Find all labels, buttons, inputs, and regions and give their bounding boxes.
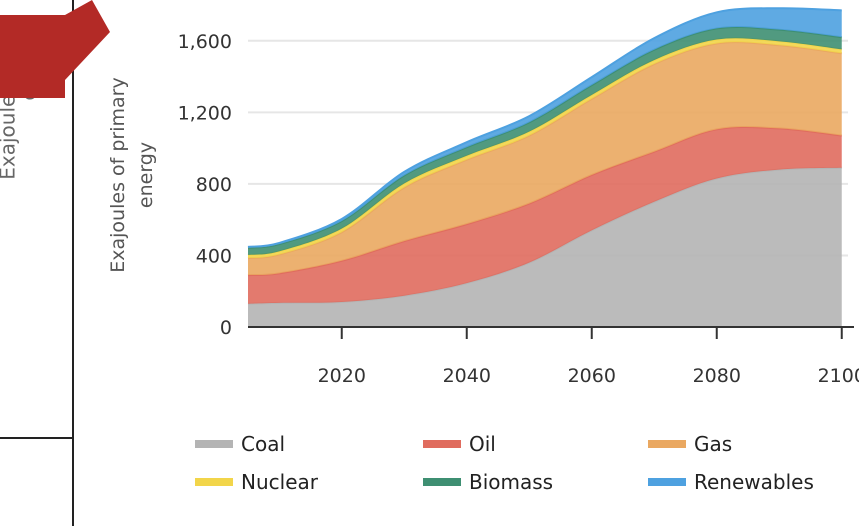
y-tick-label-1600: 1,600 bbox=[178, 31, 232, 53]
area-series bbox=[247, 7, 842, 327]
legend-swatch-oil bbox=[423, 440, 461, 448]
legend-swatch-renewables bbox=[648, 478, 686, 486]
legend-row-2: Nuclear Biomass Renewables bbox=[195, 470, 845, 508]
panel-divider-horizontal bbox=[0, 437, 73, 439]
legend-label-gas: Gas bbox=[694, 432, 733, 456]
axes bbox=[248, 326, 854, 339]
legend-swatch-nuclear bbox=[195, 478, 233, 486]
red-arrow-icon bbox=[0, 0, 110, 98]
legend-label-oil: Oil bbox=[469, 432, 496, 456]
y-tick-label-1200: 1,200 bbox=[178, 102, 232, 124]
legend-item-coal: Coal bbox=[195, 432, 285, 456]
area-gas bbox=[248, 42, 842, 276]
y-tick-label-400: 400 bbox=[196, 245, 232, 267]
x-tick-label-2080: 2080 bbox=[693, 365, 741, 387]
x-tick-label-2060: 2060 bbox=[568, 365, 616, 387]
legend-item-gas: Gas bbox=[648, 432, 732, 456]
legend-swatch-biomass bbox=[423, 478, 461, 486]
area-oil bbox=[248, 127, 842, 304]
area-coal bbox=[248, 167, 842, 327]
legend-swatch-gas bbox=[648, 440, 686, 448]
legend-item-biomass: Biomass bbox=[423, 470, 553, 494]
legend-label-renewables: Renewables bbox=[694, 470, 814, 494]
x-tick-label-2100: 2100 bbox=[818, 365, 859, 387]
legend: Coal Oil Gas Nuclear Biomass Renewables bbox=[195, 432, 845, 508]
legend-item-nuclear: Nuclear bbox=[195, 470, 318, 494]
y-axis-label-line1: Exajoules of primary bbox=[107, 77, 129, 272]
x-tick-label-2040: 2040 bbox=[443, 365, 491, 387]
legend-item-renewables: Renewables bbox=[648, 470, 814, 494]
x-tick-label-2020: 2020 bbox=[318, 365, 366, 387]
y-tick-label-800: 800 bbox=[196, 174, 232, 196]
line-renewables bbox=[247, 7, 842, 248]
x-tick-labels: 2020 2040 2060 2080 2100 bbox=[318, 365, 859, 387]
legend-label-nuclear: Nuclear bbox=[241, 470, 318, 494]
legend-item-oil: Oil bbox=[423, 432, 496, 456]
legend-label-biomass: Biomass bbox=[469, 470, 554, 494]
legend-swatch-coal bbox=[195, 440, 233, 448]
legend-row-1: Coal Oil Gas bbox=[195, 432, 845, 470]
legend-label-coal: Coal bbox=[241, 432, 286, 456]
y-tick-label-0: 0 bbox=[220, 317, 232, 339]
y-axis-label-line2: energy bbox=[135, 142, 157, 208]
panel-divider-vertical bbox=[72, 0, 74, 526]
y-tick-labels: 0 400 800 1,200 1,600 bbox=[178, 31, 232, 339]
